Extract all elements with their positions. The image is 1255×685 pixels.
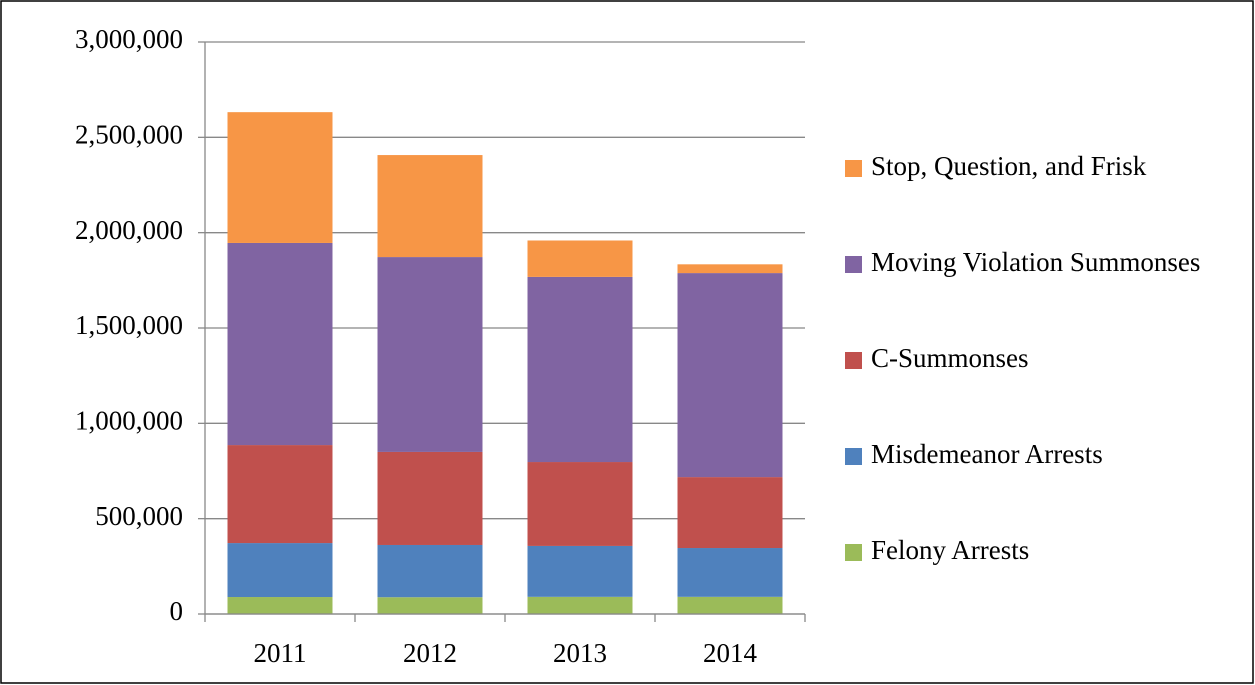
- bar-segment: [527, 240, 633, 277]
- bar-segment: [227, 242, 333, 446]
- x-tick-label: 2014: [703, 638, 758, 668]
- legend-swatch: [845, 256, 862, 273]
- bar-segment: [377, 544, 483, 598]
- bar-segment: [377, 597, 483, 614]
- legend-swatch: [845, 160, 862, 177]
- legend-label: Misdemeanor Arrests: [871, 439, 1103, 469]
- y-tick-label: 0: [170, 596, 184, 626]
- bar-segment: [377, 451, 483, 545]
- y-tick-label: 1,000,000: [75, 406, 183, 436]
- legend-label: Felony Arrests: [871, 535, 1030, 565]
- bar-segment: [677, 596, 783, 614]
- legend-item: C-Summonses: [845, 342, 1245, 438]
- bar-segment: [227, 112, 333, 243]
- bar-segment: [677, 264, 783, 274]
- y-tick-label: 1,500,000: [75, 310, 183, 340]
- legend-item: Misdemeanor Arrests: [845, 438, 1245, 534]
- bar-segment: [677, 548, 783, 597]
- y-tick-label: 2,500,000: [75, 120, 183, 150]
- legend-swatch: [845, 544, 862, 561]
- x-tick-label: 2013: [553, 638, 607, 668]
- bar-segment: [527, 545, 633, 597]
- legend-label: Stop, Question, and Frisk: [871, 151, 1147, 181]
- bar-segment: [677, 273, 783, 478]
- y-tick-label: 500,000: [95, 501, 183, 531]
- y-tick-label: 3,000,000: [75, 24, 183, 54]
- legend-swatch: [845, 448, 862, 465]
- legend: Stop, Question, and Frisk Moving Violatio…: [845, 150, 1245, 630]
- legend-item: Moving Violation Summonses: [845, 246, 1245, 342]
- legend-item: Stop, Question, and Frisk: [845, 150, 1245, 246]
- y-tick-label: 2,000,000: [75, 215, 183, 245]
- bar-segment: [527, 462, 633, 546]
- x-tick-label: 2011: [254, 638, 307, 668]
- bar-segment: [677, 477, 783, 549]
- legend-swatch: [845, 352, 862, 369]
- legend-item: Felony Arrests: [845, 534, 1245, 630]
- x-tick-label: 2012: [403, 638, 457, 668]
- legend-label: Moving Violation Summonses: [871, 247, 1201, 277]
- bar-segment: [227, 445, 333, 544]
- bar-segment: [377, 155, 483, 258]
- bar-segment: [227, 597, 333, 614]
- bar-segment: [377, 257, 483, 452]
- bar-segment: [527, 596, 633, 614]
- bar-segment: [227, 543, 333, 598]
- legend-label: C-Summonses: [871, 343, 1029, 373]
- bar-segment: [527, 276, 633, 463]
